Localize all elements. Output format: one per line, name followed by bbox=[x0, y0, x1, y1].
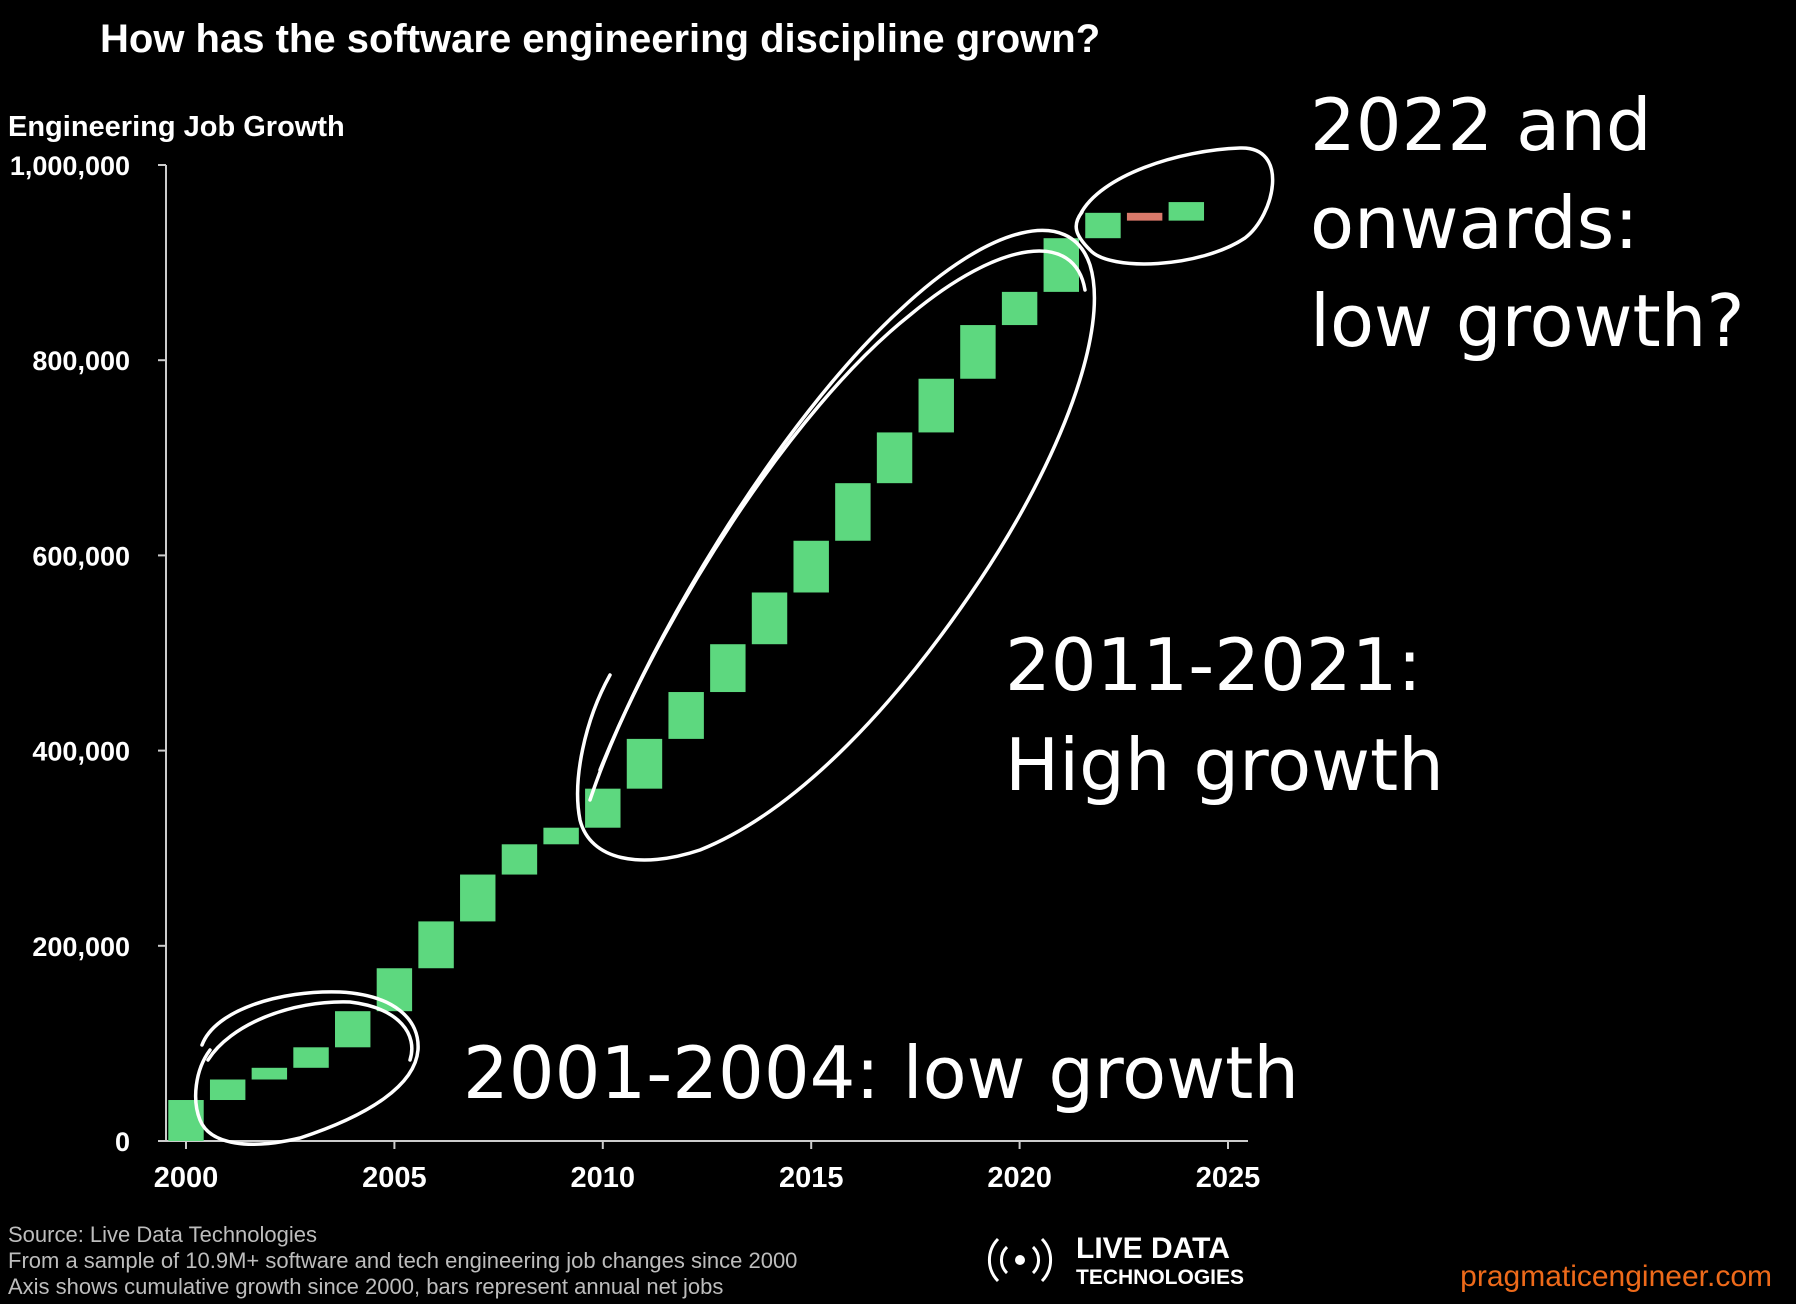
x-ticks: 2000 2005 2010 2015 2020 2025 bbox=[154, 1141, 1261, 1194]
annotation-high-1: 2011-2021: bbox=[1005, 623, 1422, 707]
x-tick-label: 2010 bbox=[571, 1162, 636, 1194]
loop-mid-2 bbox=[598, 249, 1087, 772]
annotation-late-2: onwards: bbox=[1310, 181, 1639, 265]
y-tick-label: 200,000 bbox=[32, 932, 130, 962]
annotation-late-3: low growth? bbox=[1310, 279, 1745, 363]
site-url: pragmaticengineer.com bbox=[1460, 1260, 1772, 1293]
annotation-high-2: High growth bbox=[1005, 723, 1444, 807]
broadcast-icon bbox=[987, 1237, 1053, 1283]
bar-2013 bbox=[710, 644, 746, 693]
bar-2011 bbox=[626, 738, 663, 789]
y-tick-label: 1,000,000 bbox=[10, 151, 130, 181]
bar-2003 bbox=[293, 1047, 329, 1068]
bar-2005 bbox=[376, 968, 413, 1012]
x-tick-label: 2025 bbox=[1196, 1162, 1261, 1194]
footnote-sample: From a sample of 10.9M+ software and tec… bbox=[8, 1248, 797, 1273]
x-tick-label: 2005 bbox=[362, 1162, 427, 1194]
x-tick-label: 2015 bbox=[779, 1162, 844, 1194]
footnote-source: Source: Live Data Technologies bbox=[8, 1222, 317, 1247]
bar-2020 bbox=[1001, 291, 1038, 326]
footnote-axis: Axis shows cumulative growth since 2000,… bbox=[8, 1274, 723, 1299]
bar-2009 bbox=[543, 827, 579, 845]
bar-2012 bbox=[668, 692, 704, 739]
logo-line2: TECHNOLOGIES bbox=[1076, 1266, 1244, 1289]
annotation-loops bbox=[193, 146, 1275, 1146]
y-tick-label: 800,000 bbox=[32, 346, 130, 376]
bar-2015 bbox=[793, 540, 829, 593]
bar-2008 bbox=[501, 844, 538, 875]
loop-early-2 bbox=[206, 1000, 414, 1062]
chart-title: How has the software engineering discipl… bbox=[100, 17, 1100, 61]
bar-2024 bbox=[1168, 202, 1205, 221]
bar-2007 bbox=[460, 874, 496, 922]
bar-2004 bbox=[335, 1011, 371, 1048]
loop-early bbox=[193, 990, 420, 1146]
y-ticks: 0 200,000 400,000 600,000 800,000 1,000,000 bbox=[10, 151, 166, 1157]
bar-2001 bbox=[209, 1079, 246, 1101]
bar-2014 bbox=[751, 592, 788, 645]
y-tick-label: 0 bbox=[115, 1127, 130, 1157]
y-axis-title: Engineering Job Growth bbox=[8, 111, 345, 143]
bar-2018 bbox=[918, 378, 954, 433]
bar-2017 bbox=[876, 432, 913, 484]
logo-line1: LIVE DATA bbox=[1076, 1232, 1230, 1265]
x-tick-label: 2020 bbox=[987, 1162, 1052, 1194]
y-tick-label: 600,000 bbox=[32, 541, 130, 571]
annotation-late-1: 2022 and bbox=[1310, 83, 1652, 167]
bar-2006 bbox=[418, 921, 454, 969]
bar-2016 bbox=[835, 483, 871, 541]
bars bbox=[168, 202, 1205, 1141]
loop-mid bbox=[575, 228, 1097, 862]
y-tick-label: 400,000 bbox=[32, 737, 130, 767]
bar-2002 bbox=[251, 1067, 288, 1080]
bar-2023 bbox=[1126, 212, 1163, 221]
bar-2019 bbox=[960, 325, 996, 379]
x-tick-label: 2000 bbox=[154, 1162, 219, 1194]
bar-2022 bbox=[1085, 212, 1121, 239]
loop-late bbox=[1074, 146, 1275, 266]
annotation-low-early: 2001-2004: low growth bbox=[463, 1031, 1299, 1115]
